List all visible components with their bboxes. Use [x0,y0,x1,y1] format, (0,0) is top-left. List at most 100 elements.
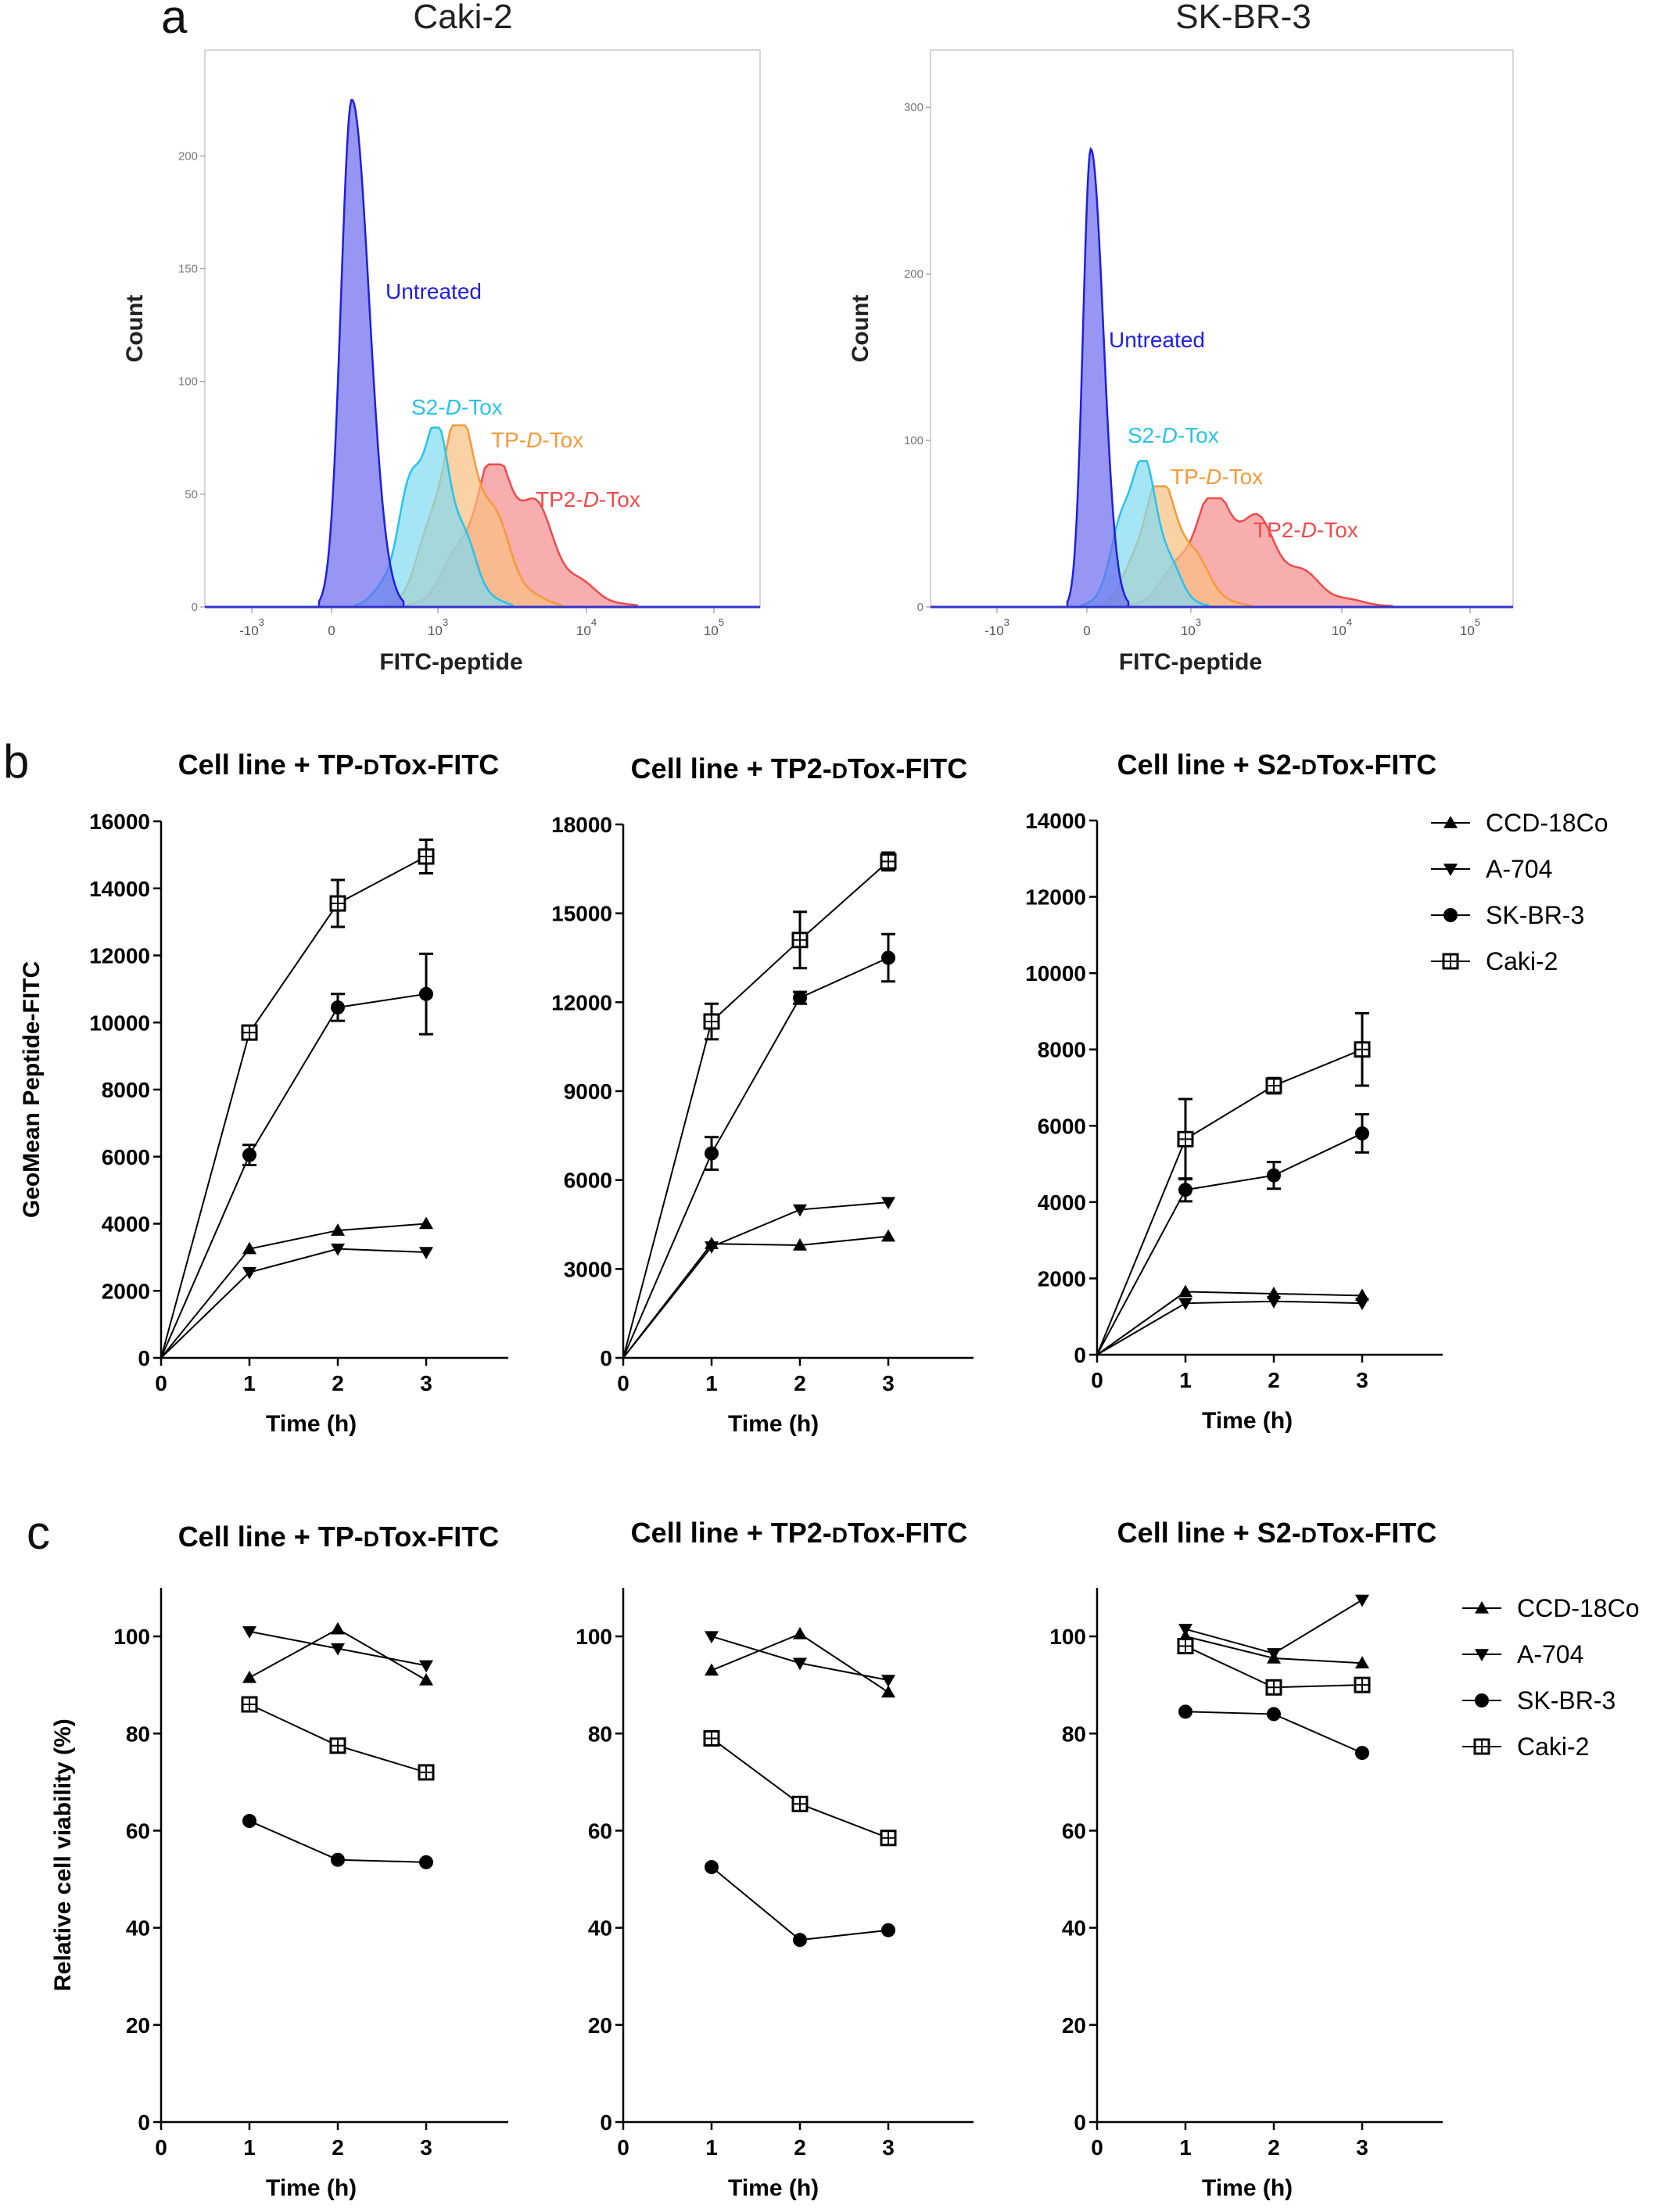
y-tick-label: 20 [126,2013,150,2038]
x-tick-label: 0 [1083,623,1090,638]
y-tick-label: 2000 [1038,1266,1086,1291]
y-tick-label: 9000 [564,1079,612,1104]
y-tick-label: 50 [185,488,198,501]
x-tick-label: 0 [155,1371,167,1395]
marker-circle [1267,1168,1281,1183]
marker-triangle-down [419,1247,433,1259]
x-tick-label: 1 [243,2135,256,2160]
marker-triangle-up [1355,1656,1369,1668]
curve-label-untreated: Untreated [386,279,482,303]
marker-triangle-down [1355,1594,1369,1607]
y-tick-label: 150 [178,263,198,276]
y-tick-label: 15000 [551,902,612,926]
series-sk-br-3 [242,1814,433,1869]
marker-triangle-down [1267,1295,1281,1309]
x-axis-label: Time (h) [1202,1408,1293,1434]
series-a-704 [242,1626,433,1673]
y-tick-label: 100 [904,434,923,447]
series-caki-2 [703,1729,897,1847]
y-tick-label: 60 [588,1819,612,1843]
x-tick-label: 1 [1179,1368,1192,1392]
series-line [1096,1300,1363,1356]
marker-triangle-up [1267,1286,1281,1299]
marker-triangle-down [1475,1649,1489,1661]
marker-triangle-down [1178,1624,1192,1636]
marker-triangle-down [419,1660,433,1673]
curve-label-s2-d-tox: S2-D-Tox [411,395,503,419]
x-tick-label: 2 [332,2135,344,2160]
x-tick-label: 1 [705,2135,718,2160]
y-tick-label: 16000 [89,810,150,834]
marker-triangle-down [1443,864,1458,876]
marker-circle [1267,1707,1281,1722]
y-tick-label: 60 [126,1819,150,1843]
legend-label-caki-2: Caki-2 [1517,1733,1589,1761]
x-tick-label: 104 [1332,616,1352,638]
series-line [1185,1599,1363,1654]
marker-triangle-up [1475,1601,1489,1614]
series-ccd-18co [705,1626,895,1698]
y-tick-label: 0 [138,2110,150,2135]
series-line [622,860,889,1359]
marker-triangle-down [705,1241,719,1254]
y-tick-label: 0 [600,1346,612,1370]
marker-triangle-up [331,1223,345,1236]
y-tick-label: 100 [113,1625,150,1649]
series-line [1096,1048,1363,1356]
y-tick-label: 12000 [1025,885,1086,910]
series-line [160,1248,427,1359]
series-caki-2 [241,1696,435,1781]
y-tick-label: 80 [588,1722,612,1746]
y-tick-label: 3000 [564,1257,612,1281]
series-sk-br-3 [1096,1113,1369,1356]
curve-label-tp2-d-tox: TP2-D-Tox [1253,518,1358,542]
legend-label-a-704: A-704 [1486,855,1552,883]
chart-title: Cell line + S2-DTox-FITC [1117,1517,1437,1549]
marker-circle [881,950,895,965]
chart-b-3: Cell line + S2-DTox-FITC 0 2000 4000 6000 800… [1025,749,1443,1434]
y-tick-label: 40 [126,1916,150,1941]
y-tick-label: 20 [1062,2013,1086,2038]
marker-triangle-down [705,1631,719,1644]
x-axis-label: Time (h) [728,1411,819,1437]
series-line [160,856,427,1359]
histogram-title: Caki-2 [413,0,512,36]
y-tick-label: 14000 [1025,809,1086,833]
x-tick-label: 2 [1268,2135,1280,2160]
y-tick-label: 4000 [1038,1190,1086,1215]
y-tick-label: 12000 [89,944,150,968]
legend-label-sk-br-3: SK-BR-3 [1486,901,1584,929]
marker-triangle-up [1178,1284,1192,1298]
y-tick-label: 200 [178,149,198,163]
x-tick-label: -103 [239,616,264,638]
marker-circle [331,1000,345,1014]
curve-label-tp-d-tox: TP-D-Tox [1171,465,1263,489]
marker-circle [793,990,807,1005]
marker-circle [1355,1746,1369,1761]
x-axis-label: Time (h) [266,1411,357,1437]
marker-triangle-up [1355,1288,1369,1302]
series-caki-2 [622,851,897,1359]
x-axis-label: Time (h) [266,2175,357,2201]
series-line [622,957,889,1359]
y-tick-label: 20 [588,2013,612,2038]
y-tick-label: 6000 [102,1145,150,1169]
series-a-704 [1178,1594,1369,1661]
x-axis-label: FITC-peptide [1119,649,1262,675]
marker-triangle-up [331,1621,345,1635]
y-tick-label: 8000 [102,1078,150,1102]
y-tick-label: 2000 [102,1279,150,1303]
x-tick-label: 0 [1091,1368,1103,1392]
x-tick-label: 2 [1268,1368,1280,1392]
y-tick-label: 4000 [102,1212,150,1237]
legend-label-ccd-18co: CCD-18Co [1517,1594,1639,1622]
x-tick-label: 105 [704,616,724,638]
y-tick-label: 0 [600,2110,612,2135]
legend-c: CCD-18Co A-704 SK-BR-3 Caki-2 [1462,1594,1639,1761]
y-tick-label: 0 [917,601,923,614]
chart-c-1: Cell line + TP-DTox-FITC 0 20 40 60 80 100 0 1 2 3… [50,1521,508,2201]
y-tick-label: 0 [1074,2110,1086,2135]
marker-circle [705,1146,719,1161]
marker-circle [881,1923,895,1937]
